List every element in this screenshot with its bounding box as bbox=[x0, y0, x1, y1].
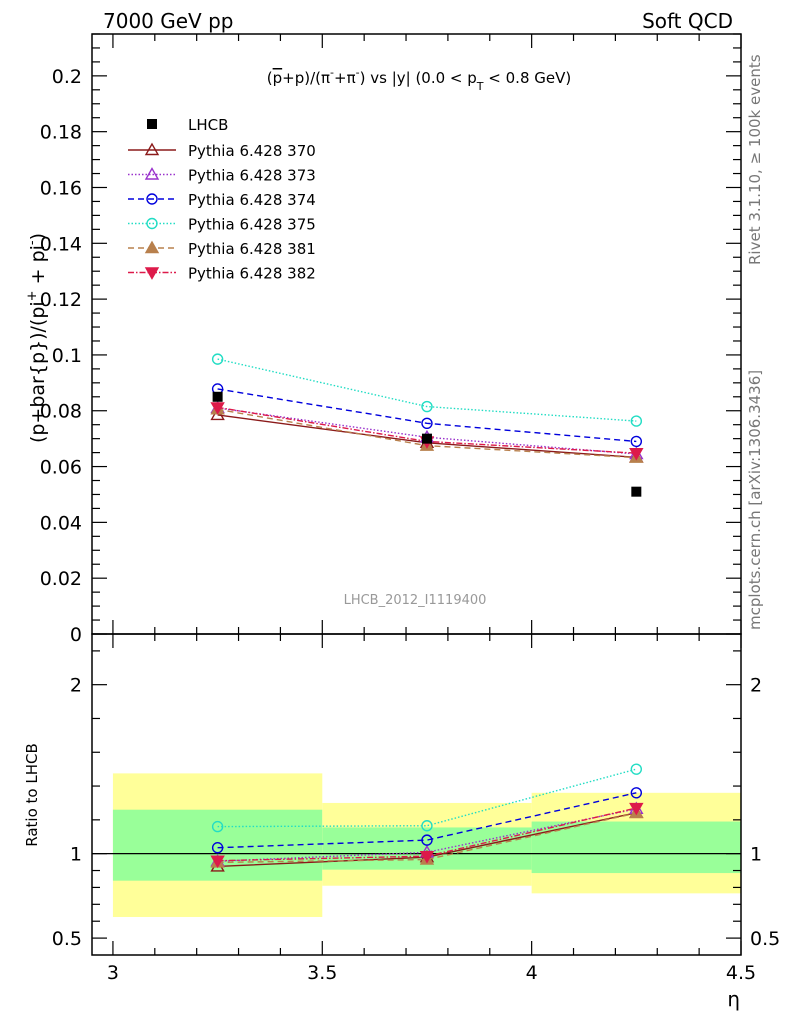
ratio-series bbox=[210, 763, 644, 872]
series-point bbox=[630, 435, 643, 448]
legend-label-data: LHCB bbox=[188, 116, 228, 134]
y-tick-label: 0.08 bbox=[40, 401, 82, 423]
y-axis-label-sup1: + bbox=[25, 290, 40, 301]
x-tick-label: 3 bbox=[107, 962, 119, 984]
series-point bbox=[630, 415, 643, 427]
title-sub: T bbox=[476, 80, 484, 93]
chart-title: (p+p)/(π-+π-) vs |y| (0.0 < pT < 0.8 GeV… bbox=[267, 66, 571, 93]
ratio-series-point bbox=[211, 842, 224, 854]
legend-label: Pythia 6.428 374 bbox=[188, 191, 316, 209]
side-label-mcplots: mcplots.cern.ch [arXiv:1306.3436] bbox=[746, 370, 764, 630]
x-axis-label: η bbox=[727, 987, 740, 1011]
ratio-band-inner bbox=[531, 821, 741, 874]
legend-label: Pythia 6.428 370 bbox=[188, 142, 316, 160]
series-line bbox=[217, 388, 637, 443]
y-axis-label-sup2: - bbox=[25, 240, 40, 245]
series-line bbox=[217, 358, 637, 422]
x-tick-label: 3.5 bbox=[307, 962, 337, 984]
ratio-series-line bbox=[217, 768, 637, 828]
header-right: Soft QCD bbox=[642, 9, 733, 33]
title-sup2: - bbox=[356, 66, 360, 79]
data-point bbox=[212, 391, 223, 402]
side-label-rivet: Rivet 3.1.10, ≥ 100k events bbox=[746, 54, 764, 265]
ratio-y-tick-label-right: 1 bbox=[750, 844, 762, 866]
y-tick-label: 0.14 bbox=[40, 233, 82, 255]
legend-marker bbox=[146, 217, 158, 230]
ratio-series-point bbox=[421, 820, 433, 832]
ratio-series-point bbox=[419, 850, 435, 864]
title-pbar: p bbox=[273, 69, 283, 87]
ratio-plot-frame bbox=[91, 633, 742, 956]
title-mid3: ) vs |y| (0.0 < p bbox=[360, 69, 477, 87]
ratio-bands bbox=[112, 773, 741, 917]
ratio-series-line bbox=[217, 812, 637, 864]
ratio-series-point bbox=[421, 834, 433, 846]
ratio-series-point bbox=[629, 802, 644, 816]
series-point bbox=[211, 353, 224, 365]
y-tick-label: 0.1 bbox=[52, 345, 82, 367]
ratio-series-line bbox=[217, 792, 637, 849]
title-pre: ( bbox=[267, 69, 273, 87]
series-point bbox=[421, 400, 433, 413]
ratio-y-tick-label-right: 0.5 bbox=[750, 928, 780, 950]
legend-marker bbox=[146, 193, 158, 205]
ratio-series-point bbox=[211, 820, 224, 833]
ratio-series-point bbox=[630, 763, 643, 775]
data-point bbox=[631, 486, 642, 497]
y-axis-label-mid: + pi bbox=[27, 245, 49, 290]
frames bbox=[91, 33, 742, 956]
ticks: 3 3.5 4 4.5 0 0.02 0.04 0.06 0.08 0.1 0.12 0.14 0.16… bbox=[40, 33, 780, 984]
legend-label: Pythia 6.428 381 bbox=[188, 240, 316, 258]
ratio-y-tick-label-right: 2 bbox=[750, 675, 762, 697]
y-axis-label-main: (p+bar{p})/(pi bbox=[27, 301, 49, 443]
series-point bbox=[629, 447, 644, 461]
data-point bbox=[421, 433, 432, 444]
header-left: 7000 GeV pp bbox=[103, 9, 234, 33]
x-tick-label: 4 bbox=[526, 962, 538, 984]
ratio-series-point bbox=[630, 787, 643, 799]
y-tick-label: 0 bbox=[70, 624, 82, 646]
main-series bbox=[210, 353, 644, 497]
y-tick-label: 0.04 bbox=[40, 512, 82, 534]
y-tick-label: 0.2 bbox=[52, 66, 82, 88]
x-tick-label: 4.5 bbox=[726, 962, 756, 984]
legend-label: Pythia 6.428 382 bbox=[188, 265, 316, 283]
title-sup1: - bbox=[330, 66, 334, 79]
ratio-y-tick-label: 0.5 bbox=[52, 928, 82, 950]
analysis-label: LHCB_2012_I1119400 bbox=[344, 593, 487, 608]
legend-marker bbox=[144, 167, 160, 180]
legend-marker bbox=[144, 267, 160, 280]
title-mid2: +π bbox=[334, 69, 356, 87]
ratio-series-point bbox=[210, 855, 225, 869]
y-tick-label: 0.18 bbox=[40, 122, 82, 144]
y-tick-label: 0.02 bbox=[40, 568, 82, 590]
y-tick-label: 0.12 bbox=[40, 289, 82, 311]
legend: LHCB Pythia 6.428 370 Pythia 6.428 373 Pyth… bbox=[128, 116, 316, 283]
title-mid: +p)/(π bbox=[282, 69, 330, 87]
y-axis-label: (p+bar{p})/(pi+ + pi-) bbox=[25, 233, 49, 443]
y-tick-label: 0.06 bbox=[40, 457, 82, 479]
title-post: < 0.8 GeV) bbox=[484, 69, 572, 87]
legend-marker bbox=[144, 240, 160, 254]
y-tick-label: 0.16 bbox=[40, 177, 82, 199]
ratio-y-tick-label: 2 bbox=[70, 675, 82, 697]
ratio-y-axis-label: Ratio to LHCB bbox=[23, 743, 41, 847]
legend-marker bbox=[144, 142, 160, 156]
series-point bbox=[421, 417, 433, 430]
ratio-y-tick-label: 1 bbox=[70, 844, 82, 866]
y-axis-label-close: ) bbox=[27, 233, 49, 240]
series-point bbox=[210, 402, 225, 415]
legend-label: Pythia 6.428 373 bbox=[188, 167, 316, 185]
legend-label: Pythia 6.428 375 bbox=[188, 216, 316, 234]
legend-marker-data bbox=[147, 119, 157, 129]
